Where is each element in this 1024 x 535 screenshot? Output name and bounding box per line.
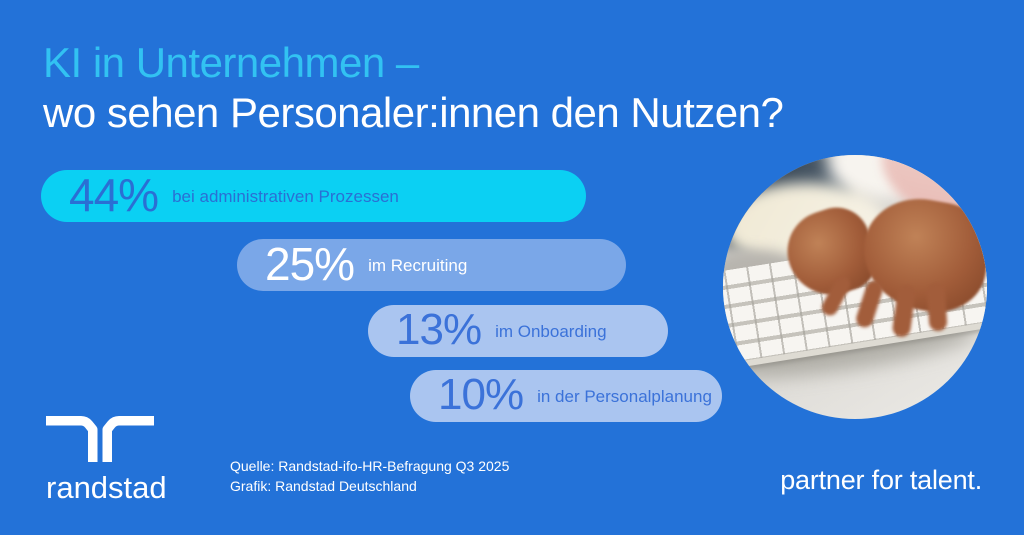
- bar-personalplanung: 10% in der Personalplanung: [410, 370, 722, 422]
- randstad-logo-icon: [46, 416, 154, 462]
- bar-label: in der Personalplanung: [537, 387, 712, 406]
- brand-tagline: partner for talent.: [780, 465, 982, 495]
- finger-illustration: [926, 282, 948, 332]
- bar-onboarding: 13% im Onboarding: [368, 305, 668, 357]
- hands-typing-photo: [723, 155, 987, 419]
- title-line-accent: KI in Unternehmen –: [43, 39, 419, 86]
- bar-administrative-prozesse: 44% bei administrativen Prozessen: [41, 170, 586, 222]
- bar-value: 10%: [438, 370, 524, 419]
- bar-label: im Onboarding: [495, 322, 607, 341]
- source-line-grafik: Grafik: Randstad Deutschland: [230, 478, 417, 494]
- source-line-quelle: Quelle: Randstad-ifo-HR-Befragung Q3 202…: [230, 458, 510, 474]
- title-line-main: wo sehen Personaler:innen den Nutzen?: [43, 89, 784, 136]
- randstad-logo: randstad: [46, 416, 167, 505]
- randstad-wordmark: randstad: [46, 470, 167, 505]
- bar-recruiting: 25% im Recruiting: [237, 239, 626, 291]
- bar-label: bei administrativen Prozessen: [172, 187, 399, 206]
- source-credit: Quelle: Randstad-ifo-HR-Befragung Q3 202…: [230, 456, 509, 496]
- bar-label: im Recruiting: [368, 256, 468, 275]
- bar-value: 44%: [69, 169, 159, 221]
- bar-value: 25%: [265, 238, 355, 290]
- bar-value: 13%: [396, 305, 482, 354]
- page-title: KI in Unternehmen – wo sehen Personaler:…: [43, 38, 784, 138]
